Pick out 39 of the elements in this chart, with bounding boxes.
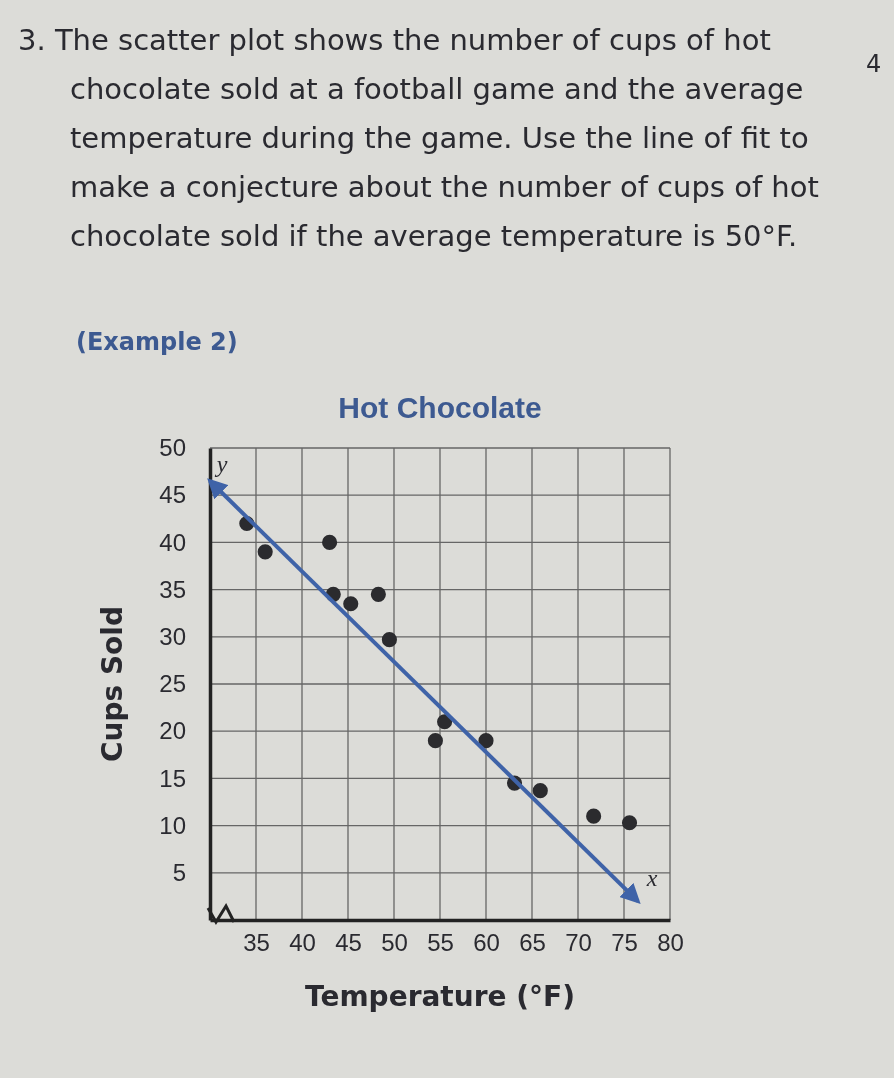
point (343, 596, 359, 612)
point (478, 733, 494, 749)
y-tick-label: 35 (159, 575, 186, 603)
x-tick-label: 60 (473, 929, 500, 957)
x-axis-title: Temperature (°F) (305, 980, 575, 1013)
point (381, 632, 397, 648)
text: 3. The scatter plot shows the number of cups of hot chocolate sold at a football game and the average temperature during the game. Use the line of fit to make a conjecture about the number of cups of hot chocolate sold if the average temperature is 50°F. (18, 22, 820, 255)
y-tick-label: 40 (159, 528, 186, 556)
point (257, 544, 273, 560)
x-tick-label: 50 (381, 929, 408, 957)
annotation: y (214, 450, 228, 477)
x-tick-label: 35 (243, 929, 270, 957)
text: (Example 2) (76, 328, 238, 356)
x-tick-label: 65 (519, 929, 546, 957)
y-tick-label: 25 (159, 670, 186, 698)
y-tick-label: 30 (159, 622, 186, 650)
point (427, 733, 443, 749)
point (370, 586, 386, 602)
y-tick-label: 15 (159, 764, 186, 792)
point (437, 714, 453, 730)
y-tick-label: 20 (159, 717, 186, 745)
point (322, 534, 338, 550)
point (621, 815, 638, 831)
point (586, 808, 602, 824)
x-tick-label: 45 (335, 929, 362, 957)
point (532, 783, 548, 799)
y-tick-label: 5 (172, 858, 186, 886)
x-tick-label: 55 (427, 929, 454, 957)
y-tick-label: 10 (159, 811, 186, 839)
x-tick-label: 75 (611, 929, 638, 957)
annotation: x (645, 864, 658, 891)
y-axis-title: Cups Sold (96, 606, 129, 762)
y-tick-label: 45 (159, 481, 186, 509)
x-tick-label: 70 (565, 929, 592, 957)
chart-title: Hot Chocolate (338, 391, 542, 424)
x-tick-label: 40 (289, 929, 316, 957)
text: 4 (866, 50, 882, 78)
y-tick-label: 50 (159, 434, 186, 462)
x-tick-label: 80 (657, 929, 684, 957)
